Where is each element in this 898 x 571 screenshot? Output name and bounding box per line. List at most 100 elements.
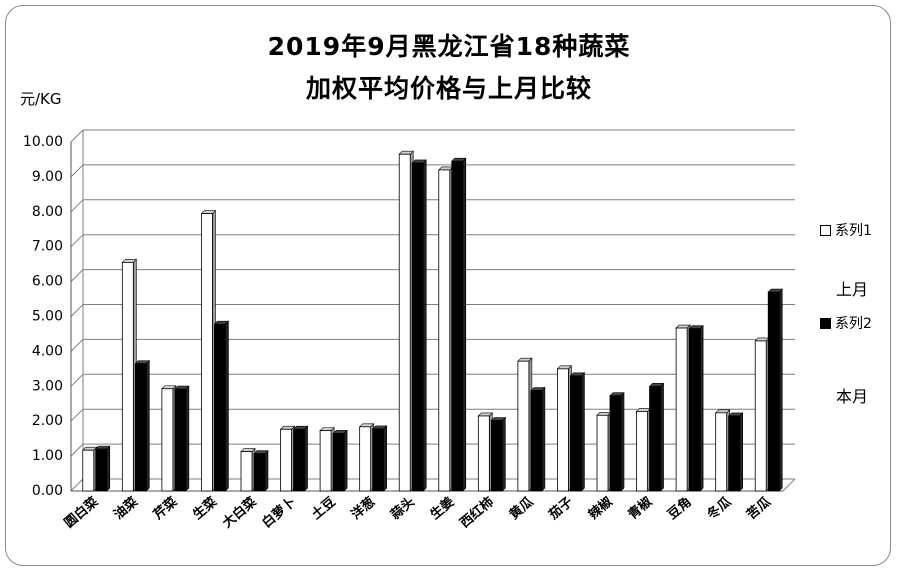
x-axis-end (782, 478, 796, 492)
bar-2-15 (688, 328, 701, 492)
bar-side (185, 385, 190, 492)
x-tick-label: 豆角 (664, 494, 694, 523)
bar-1-10 (477, 415, 490, 492)
x-tick-label: 土豆 (308, 494, 338, 523)
y-axis-label: 元/KG (20, 90, 62, 108)
legend-entry-series-1: 系列1 (820, 220, 872, 240)
x-tick-label: 油菜 (111, 494, 141, 523)
bar-side (660, 382, 664, 492)
bar-1-7 (359, 426, 372, 492)
grid-connector (70, 408, 84, 422)
bar-1-13 (596, 414, 609, 492)
bar-side (343, 429, 348, 492)
bar-1-14 (636, 411, 648, 492)
bar-2-17 (767, 291, 780, 492)
bar-2-10 (490, 420, 503, 492)
bar-side (422, 159, 427, 492)
bar-2-6 (332, 433, 345, 492)
bar-2-2 (174, 388, 187, 492)
grid-connector (70, 164, 84, 178)
chart-title-line-1: 2019年9月黑龙江省18种蔬菜 (267, 32, 631, 61)
x-tick-label: 蒜头 (388, 494, 418, 523)
legend-note-last-month: 上月 (836, 280, 869, 299)
y-tick-label: 0.00 (32, 483, 63, 499)
y-tick-label: 10.00 (23, 134, 63, 150)
y-tick-label: 6.00 (32, 274, 63, 290)
legend-swatch-series-2 (820, 317, 831, 329)
legend-entry-series-2: 系列2 (820, 313, 872, 333)
y-tick-label: 1.00 (32, 448, 63, 464)
y-tick-label: 4.00 (32, 343, 63, 359)
bar-side (699, 324, 704, 492)
x-tick-label: 芹菜 (150, 494, 180, 523)
x-tick-label: 白萝卜 (259, 494, 299, 531)
bar-side (264, 449, 269, 492)
x-tick-label: 洋葱 (348, 494, 378, 523)
grid-connector (70, 269, 84, 282)
bar-side (304, 425, 308, 492)
bar-2-12 (570, 375, 582, 492)
bar-1-11 (517, 360, 530, 492)
bar-side (502, 416, 506, 492)
bar-2-3 (214, 323, 226, 492)
x-tick-label: 生姜 (427, 494, 457, 523)
grid-connector (70, 234, 84, 248)
bar-1-15 (675, 327, 688, 492)
bar-side (462, 157, 467, 492)
bar-2-11 (530, 390, 543, 492)
bar-2-4 (253, 453, 266, 492)
bar-1-1 (121, 262, 134, 492)
bar-side (581, 372, 585, 492)
bar-side (106, 445, 111, 492)
bar-2-7 (372, 428, 385, 492)
grid-connector (70, 443, 84, 457)
legend-label-series-2: 系列2 (835, 316, 872, 332)
axes (70, 130, 796, 492)
bar-1-6 (319, 430, 332, 492)
bar-1-3 (201, 213, 213, 492)
x-tick-label: 大白菜 (219, 494, 259, 531)
grid-connector (70, 129, 84, 143)
bar-side (620, 391, 625, 492)
bar-1-16 (715, 412, 728, 492)
x-tick-label: 黄瓜 (506, 494, 536, 523)
x-tick-label: 青椒 (625, 494, 655, 523)
bar-side (225, 320, 229, 492)
bar-1-17 (754, 340, 767, 492)
bar-1-0 (82, 449, 95, 492)
bar-1-8 (398, 153, 411, 492)
bar-1-9 (438, 169, 451, 492)
bar-2-16 (728, 415, 741, 492)
bar-2-5 (293, 428, 305, 492)
bar-1-2 (161, 388, 174, 492)
bar-1-4 (240, 451, 253, 492)
y-tick-label: 7.00 (32, 239, 63, 255)
y-tick-label: 8.00 (32, 204, 63, 220)
bar-2-1 (134, 363, 147, 492)
x-tick-label: 辣椒 (585, 494, 615, 523)
legend-label-series-1: 系列1 (835, 223, 872, 239)
x-tick-label: 西红柿 (457, 494, 497, 531)
grid-connector (70, 304, 84, 317)
x-tick-label: 冬瓜 (704, 494, 734, 523)
grid-connector (70, 339, 84, 352)
x-tick-label: 生菜 (190, 494, 220, 523)
y-tick-label: 9.00 (32, 169, 63, 185)
bar-2-13 (609, 395, 622, 492)
bar-side (541, 386, 546, 492)
legend-swatch-series-1 (820, 224, 831, 236)
bar-side (146, 359, 150, 492)
y-tick-label: 5.00 (32, 309, 63, 325)
bar-2-8 (411, 162, 424, 492)
x-tick-label: 茄子 (545, 494, 576, 524)
y-tick-label: 2.00 (32, 413, 63, 429)
grid-connector (70, 478, 84, 492)
bar-side (778, 288, 783, 492)
legend-note-this-month: 本月 (836, 387, 869, 406)
chart-title-line-2: 加权平均价格与上月比较 (305, 74, 592, 103)
bar-1-12 (557, 368, 569, 492)
bar-1-5 (280, 428, 292, 492)
bar-2-14 (649, 385, 661, 492)
bar-side (383, 425, 387, 492)
